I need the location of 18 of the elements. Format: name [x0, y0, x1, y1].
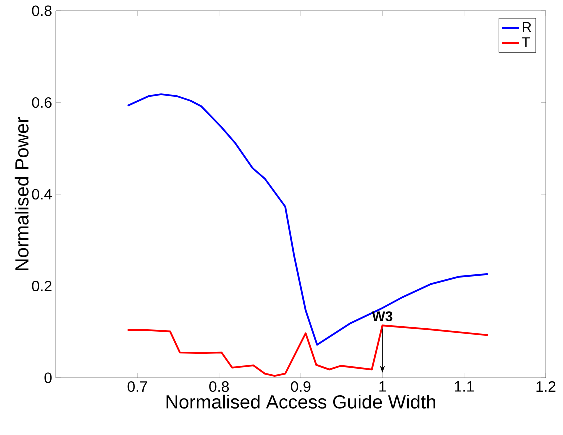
- annotation: W3: [372, 312, 393, 322]
- legend-label: R: [523, 22, 532, 32]
- y-tick-label: 0: [44, 372, 52, 384]
- y-tick-label: 0.4: [32, 189, 52, 200]
- line-series: [126, 94, 489, 346]
- x-tick-label: 0.8: [210, 382, 230, 392]
- x-axis-title: Normalised Access Guide Width: [166, 394, 436, 409]
- x-tick-label: 0.9: [291, 382, 311, 392]
- x-tick-label: 0.7: [128, 382, 148, 392]
- x-tick-label: 1.1: [455, 382, 474, 392]
- x-tick-label: 1: [380, 382, 386, 392]
- legend-label: T: [522, 38, 530, 48]
- y-tick-label: 0.6: [32, 97, 52, 108]
- x-tick-label: 1.2: [536, 382, 556, 392]
- y-axis-title: Normalised Power: [14, 118, 29, 270]
- y-tick-label: 0.8: [32, 6, 52, 16]
- y-tick-label: 0.2: [32, 280, 52, 292]
- line-series: [126, 324, 489, 378]
